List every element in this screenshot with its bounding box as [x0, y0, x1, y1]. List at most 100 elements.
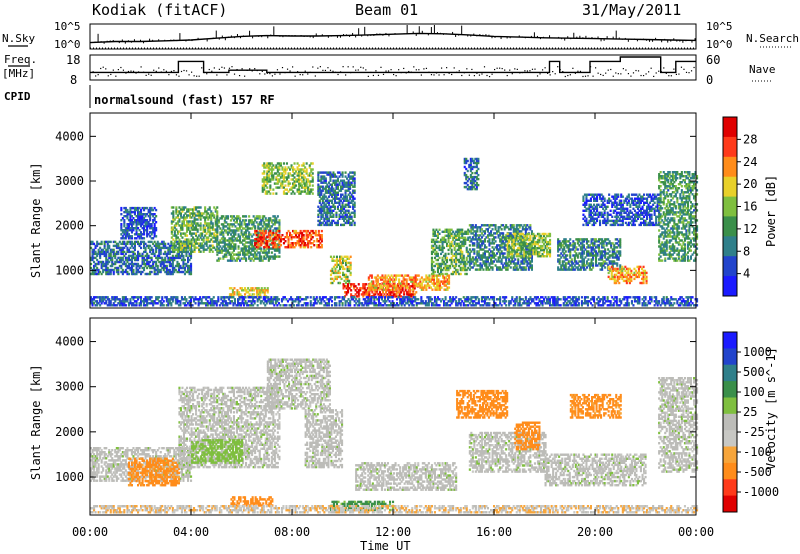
- power-cell: [124, 237, 127, 240]
- power-cell: [449, 244, 452, 248]
- power-cell: [512, 228, 515, 231]
- power-cell: [414, 284, 417, 287]
- power-cell: [127, 237, 130, 240]
- power-cell: [254, 231, 257, 235]
- power-cell: [237, 235, 240, 238]
- power-cell: [275, 166, 278, 169]
- nave-point: [251, 70, 253, 72]
- power-cell: [341, 171, 344, 174]
- power-cell: [135, 258, 138, 262]
- power-cell: [409, 285, 412, 288]
- power-cell: [225, 239, 228, 242]
- nave-point: [488, 75, 491, 78]
- power-cell: [305, 229, 308, 233]
- power-cell: [301, 231, 304, 235]
- power-cell: [432, 280, 435, 283]
- power-cell: [239, 251, 242, 254]
- power-cell: [570, 248, 573, 251]
- power-cell: [254, 225, 257, 228]
- power-cell: [182, 266, 185, 270]
- power-cell: [408, 276, 411, 279]
- power-cell: [473, 244, 476, 247]
- power-cell: [251, 239, 254, 242]
- power-cell: [524, 226, 527, 229]
- power-cell: [245, 231, 248, 234]
- power-cell: [471, 242, 474, 245]
- power-cell: [248, 255, 251, 258]
- beam-title: Beam 01: [355, 1, 418, 19]
- power-cell: [115, 270, 118, 274]
- power-cell: [298, 238, 301, 241]
- power-cell: [476, 268, 479, 271]
- power-cell: [245, 233, 248, 236]
- power-cell: [409, 291, 412, 294]
- power-cell: [422, 278, 425, 281]
- power-cell: [520, 250, 523, 253]
- power-cell: [138, 217, 141, 220]
- power-cell: [153, 270, 156, 274]
- nave-point: [678, 73, 680, 75]
- power-cell: [505, 240, 508, 243]
- power-cell: [367, 276, 370, 279]
- power-cell: [260, 257, 263, 260]
- power-cell: [156, 272, 159, 276]
- power-cell: [362, 293, 365, 296]
- power-cell: [251, 241, 254, 244]
- power-cell: [287, 229, 290, 233]
- power-cell: [298, 176, 301, 179]
- power-cell: [184, 216, 187, 219]
- power-cell: [433, 242, 436, 246]
- power-cell: [266, 227, 269, 230]
- power-cell: [261, 215, 264, 218]
- power-cell: [178, 248, 181, 251]
- power-cell: [520, 242, 523, 246]
- power-cell: [208, 250, 211, 253]
- power-cell: [252, 215, 255, 218]
- power-cell: [188, 258, 191, 262]
- power-cell: [181, 236, 184, 239]
- power-cell: [301, 186, 304, 189]
- power-cell: [173, 240, 176, 243]
- power-cell: [476, 246, 479, 249]
- power-cell: [318, 199, 321, 202]
- power-cell: [266, 174, 269, 177]
- power-cell: [234, 233, 237, 236]
- power-cell: [147, 264, 150, 268]
- power-cell: [208, 208, 211, 211]
- power-cell: [423, 278, 426, 281]
- power-cell: [158, 250, 161, 254]
- power-cell: [514, 262, 517, 265]
- power-cell: [121, 229, 124, 232]
- power-cell: [560, 246, 563, 249]
- power-cell: [111, 260, 114, 264]
- power-cell: [341, 181, 344, 184]
- power-cell: [269, 257, 272, 260]
- power-cell: [109, 258, 112, 262]
- power-cell: [137, 219, 140, 222]
- power-cell: [263, 249, 266, 252]
- power-cell: [474, 256, 477, 259]
- power-cell: [229, 245, 232, 248]
- power-cell: [181, 224, 184, 227]
- power-cell: [323, 175, 326, 178]
- power-cell: [503, 262, 506, 265]
- nave-point: [398, 69, 400, 71]
- power-cell: [346, 261, 349, 265]
- power-cell: [310, 238, 313, 241]
- power-cell: [146, 227, 149, 230]
- power-cell: [129, 221, 132, 224]
- power-cell: [356, 287, 359, 290]
- power-cell: [168, 248, 171, 252]
- power-cell: [289, 172, 292, 175]
- nave-point: [541, 69, 544, 71]
- power-cell: [150, 270, 153, 274]
- power-cell: [360, 287, 363, 290]
- power-cell: [267, 225, 270, 228]
- power-cell: [188, 254, 191, 258]
- power-cell: [442, 282, 445, 285]
- power-cell: [141, 223, 144, 226]
- power-cell: [514, 266, 517, 269]
- power-cell: [99, 254, 102, 258]
- power-cell: [523, 255, 526, 258]
- power-cell: [278, 172, 281, 175]
